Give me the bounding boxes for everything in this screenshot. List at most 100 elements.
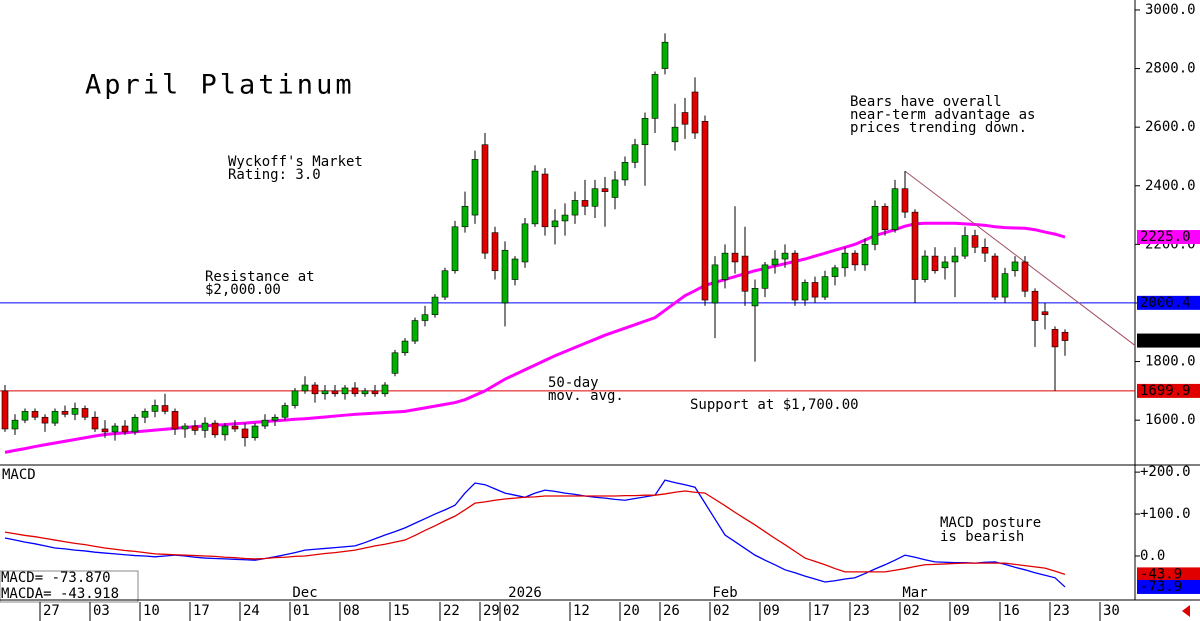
- x-tick-label: 20: [623, 603, 640, 619]
- macd-line: [4, 490, 1066, 576]
- candle-body: [971, 235, 979, 248]
- candle-body: [451, 226, 459, 272]
- macd-end-label: -43.9: [1140, 566, 1182, 582]
- x-tick-label: 23: [1053, 603, 1070, 619]
- level-label-box: [1137, 295, 1200, 310]
- candle-body: [621, 162, 629, 181]
- candle-body: [321, 390, 329, 395]
- candle-body: [911, 211, 919, 280]
- candle-body: [81, 408, 89, 418]
- x-tick-label: 02: [903, 603, 920, 619]
- candle-body: [301, 384, 309, 392]
- y-tick-label: 2400.0: [1145, 178, 1196, 194]
- candle-body: [371, 390, 379, 395]
- candle-body: [211, 422, 219, 436]
- x-tick-label: 24: [243, 603, 260, 619]
- candle-body: [731, 252, 739, 263]
- last-price-label-box: [1137, 333, 1200, 348]
- candle-body: [651, 74, 659, 119]
- x-tick-label: 22: [443, 603, 460, 619]
- candle-body: [641, 118, 649, 146]
- candle-body: [541, 173, 549, 228]
- y-tick-label: 2600.0: [1145, 119, 1196, 135]
- candle-body: [241, 428, 249, 439]
- annotation: near-term advantage as: [850, 107, 1035, 123]
- annotation: is bearish: [940, 529, 1024, 545]
- readout-box: [0, 570, 139, 603]
- x-tick-label: 26: [663, 603, 680, 619]
- macd-end-label: -73.9: [1140, 579, 1182, 595]
- y-tick-label: +100.0: [1140, 506, 1191, 522]
- candle-body: [761, 264, 769, 289]
- end-label: 2225.0: [1140, 229, 1191, 245]
- annotation: mov. avg.: [548, 388, 624, 404]
- candle-body: [391, 352, 399, 374]
- candle-body: [21, 411, 29, 421]
- x-tick-label: 29: [483, 603, 500, 619]
- candle-body: [561, 214, 569, 222]
- candle-body: [131, 416, 139, 433]
- candle-body: [1001, 273, 1009, 298]
- x-period-label: Mar: [902, 585, 927, 601]
- candle-body: [611, 179, 619, 198]
- candle-body: [311, 384, 319, 395]
- candle-body: [171, 411, 179, 430]
- y-tick-label: +200.0: [1140, 464, 1191, 480]
- candle-body: [11, 419, 19, 430]
- readout: MACD= -73.870: [1, 570, 111, 586]
- trendline: [904, 170, 1136, 346]
- candle-body: [631, 144, 639, 163]
- candle-body: [71, 408, 79, 415]
- x-period-label: Dec: [292, 585, 317, 601]
- candle-body: [751, 288, 759, 307]
- candle-body: [821, 276, 829, 298]
- level-label: 1699.9: [1140, 383, 1191, 399]
- macd-line: [4, 479, 1066, 588]
- candle-body: [681, 112, 689, 125]
- annotation: Rating: 3.0: [228, 167, 321, 183]
- candle-body: [1031, 290, 1039, 321]
- x-tick-label: 03: [93, 603, 110, 619]
- candle-body: [411, 320, 419, 342]
- x-period-label: 2026: [508, 585, 542, 601]
- annotation: Wyckoff's Market: [228, 154, 363, 170]
- macd-end-label-box: [1137, 579, 1200, 594]
- x-period-label: Feb: [712, 585, 737, 601]
- candle-body: [791, 252, 799, 301]
- candle-body: [691, 91, 699, 134]
- candle-body: [501, 249, 509, 304]
- candle-body: [921, 255, 929, 280]
- candle-body: [881, 205, 889, 231]
- annotation: $2,000.00: [205, 282, 281, 298]
- x-tick-label: 15: [393, 603, 410, 619]
- candle-body: [711, 264, 719, 304]
- candle-body: [161, 405, 169, 412]
- candle-body: [961, 235, 969, 257]
- candle-body: [361, 390, 369, 395]
- candle-body: [121, 425, 129, 433]
- last-price-label: 1871.7: [1140, 333, 1191, 349]
- candle-body: [61, 411, 69, 415]
- y-tick-label: 0.0: [1140, 548, 1165, 564]
- candle-body: [151, 405, 159, 412]
- x-tick-label: 01: [293, 603, 310, 619]
- candle-body: [41, 416, 49, 424]
- level-label: 2000.4: [1140, 295, 1191, 311]
- macd-end-label-box: [1137, 567, 1200, 582]
- candle-body: [1011, 261, 1019, 272]
- candle-body: [991, 255, 999, 298]
- candle-body: [51, 411, 59, 424]
- candle-body: [331, 390, 339, 395]
- candle-body: [111, 425, 119, 433]
- candle-body: [141, 411, 149, 418]
- candle-body: [901, 188, 909, 213]
- x-tick-label: 16: [1003, 603, 1020, 619]
- candle-body: [571, 200, 579, 216]
- x-tick-label: 09: [763, 603, 780, 619]
- candle-body: [251, 425, 259, 439]
- candle-body: [261, 419, 269, 427]
- x-tick-label: 12: [573, 603, 590, 619]
- annotation: prices trending down.: [850, 120, 1027, 136]
